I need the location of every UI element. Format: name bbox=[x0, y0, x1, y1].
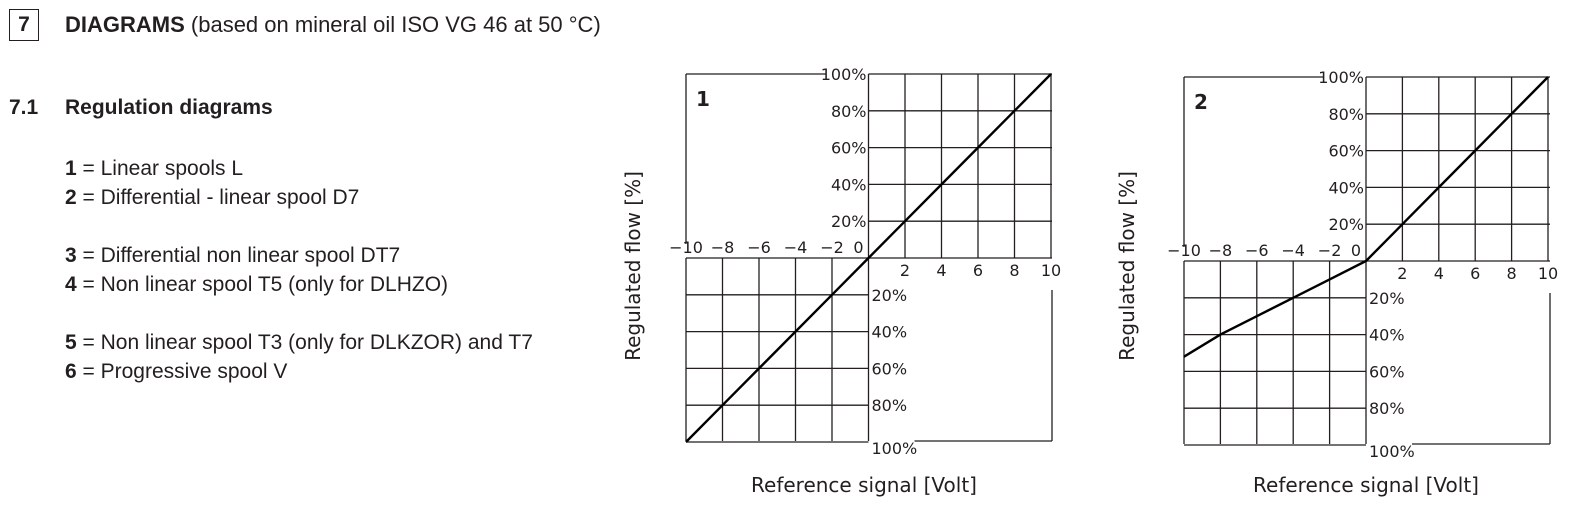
x-tick-label: −6 bbox=[1245, 241, 1269, 260]
x-tick-label: 8 bbox=[1009, 261, 1019, 280]
y-tick-label: 60% bbox=[872, 359, 908, 378]
chart-2: 2 −10 −8 −6 −4 −2 0 2 4 6 8 10 20% 40% 60% 80% 100% 20% 40… bbox=[1115, 68, 1558, 497]
legend-num: 1 bbox=[65, 157, 77, 180]
legend-text: = Differential - linear spool D7 bbox=[76, 186, 360, 209]
legend-text: = Linear spools L bbox=[76, 157, 244, 180]
legend-item: 1 = Linear spools L bbox=[65, 154, 533, 183]
subsection-number: 7.1 bbox=[9, 96, 39, 119]
y-tick-label: 80% bbox=[831, 102, 867, 121]
legend-item: 4 = Non linear spool T5 (only for DLHZO) bbox=[65, 270, 533, 299]
x-tick-label: 0 bbox=[853, 238, 863, 257]
legend-item: 5 = Non linear spool T3 (only for DLKZOR… bbox=[65, 328, 533, 357]
x-axis-label: Reference signal [Volt] bbox=[1253, 473, 1479, 497]
x-tick-label: −8 bbox=[711, 238, 735, 257]
y-tick-label: 40% bbox=[1328, 178, 1364, 197]
spool-legend: 1 = Linear spools L 2 = Differential - l… bbox=[65, 154, 533, 386]
x-tick-label: −6 bbox=[747, 238, 771, 257]
subsection-title: Regulation diagrams bbox=[65, 96, 273, 119]
x-tick-label: 8 bbox=[1507, 264, 1517, 283]
x-tick-label: 2 bbox=[900, 261, 910, 280]
y-tick-label: 20% bbox=[831, 212, 867, 231]
legend-item: 2 = Differential - linear spool D7 bbox=[65, 183, 533, 212]
x-tick-label: 6 bbox=[1470, 264, 1480, 283]
x-tick-label: −10 bbox=[669, 238, 703, 257]
legend-item: 3 = Differential non linear spool DT7 bbox=[65, 241, 533, 270]
x-tick-label: −2 bbox=[820, 238, 844, 257]
x-tick-label: −2 bbox=[1318, 241, 1342, 260]
legend-text: = Differential non linear spool DT7 bbox=[76, 244, 401, 267]
x-tick-label: 0 bbox=[1351, 241, 1361, 260]
y-tick-label: 100% bbox=[1369, 442, 1415, 461]
y-tick-label: 20% bbox=[1328, 215, 1364, 234]
x-tick-label: 10 bbox=[1538, 264, 1558, 283]
x-tick-label: −8 bbox=[1209, 241, 1233, 260]
legend-text: = Progressive spool V bbox=[76, 360, 288, 383]
legend-num: 3 bbox=[65, 244, 77, 267]
legend-num: 2 bbox=[65, 186, 77, 209]
legend-num: 6 bbox=[65, 360, 77, 383]
series-line bbox=[1183, 76, 1549, 358]
legend-num: 5 bbox=[65, 331, 77, 354]
y-tick-label: 20% bbox=[1369, 289, 1405, 308]
y-tick-label: 80% bbox=[1328, 105, 1364, 124]
y-tick-label: 60% bbox=[1369, 362, 1405, 381]
legend-item: 6 = Progressive spool V bbox=[65, 357, 533, 386]
y-tick-label: 100% bbox=[872, 439, 918, 458]
x-tick-label: 2 bbox=[1397, 264, 1407, 283]
y-axis-label: Regulated flow [%] bbox=[1115, 171, 1139, 361]
section-title-rest: (based on mineral oil ISO VG 46 at 50 °C… bbox=[184, 12, 601, 37]
x-tick-label: −4 bbox=[784, 238, 808, 257]
x-tick-label: 4 bbox=[936, 261, 946, 280]
chart-number: 1 bbox=[696, 87, 710, 111]
x-tick-label: 10 bbox=[1041, 261, 1061, 280]
chart-1: 1 −10 −8 −6 −4 −2 0 2 4 6 8 10 20% 40% 60% 80% 100% 20% 40… bbox=[621, 65, 1061, 497]
section-title-bold: DIAGRAMS bbox=[65, 12, 185, 37]
x-axis-label: Reference signal [Volt] bbox=[751, 473, 977, 497]
y-tick-label: 60% bbox=[1328, 142, 1364, 161]
y-tick-label: 40% bbox=[831, 175, 867, 194]
section-number-box: 7 bbox=[9, 9, 39, 41]
x-tick-label: −4 bbox=[1281, 241, 1305, 260]
legend-num: 4 bbox=[65, 273, 77, 296]
x-tick-label: 6 bbox=[973, 261, 983, 280]
y-tick-label: 100% bbox=[1318, 68, 1364, 87]
legend-text: = Non linear spool T5 (only for DLHZO) bbox=[76, 273, 449, 296]
y-tick-label: 100% bbox=[821, 65, 867, 84]
x-tick-label: −10 bbox=[1167, 241, 1201, 260]
y-tick-label: 40% bbox=[872, 323, 908, 342]
y-tick-label: 80% bbox=[872, 396, 908, 415]
series-line bbox=[685, 73, 1052, 443]
y-axis-label: Regulated flow [%] bbox=[621, 171, 645, 361]
x-tick-label: 4 bbox=[1434, 264, 1444, 283]
y-tick-label: 20% bbox=[872, 286, 908, 305]
section-title: DIAGRAMS (based on mineral oil ISO VG 46… bbox=[65, 12, 601, 38]
y-tick-label: 80% bbox=[1369, 399, 1405, 418]
y-tick-label: 40% bbox=[1369, 326, 1405, 345]
chart-number: 2 bbox=[1194, 90, 1208, 114]
legend-text: = Non linear spool T3 (only for DLKZOR) … bbox=[76, 331, 533, 354]
y-tick-label: 60% bbox=[831, 139, 867, 158]
